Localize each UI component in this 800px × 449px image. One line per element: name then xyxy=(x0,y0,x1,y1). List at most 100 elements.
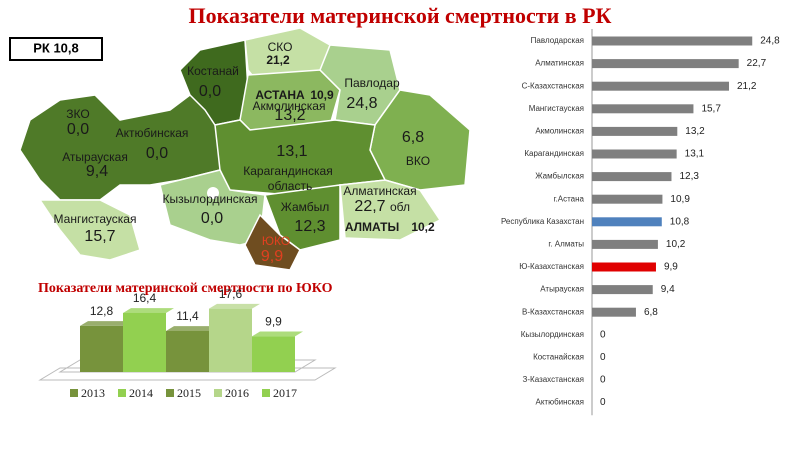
bar xyxy=(592,217,662,227)
slide-title: Показатели материнской смертности в РК xyxy=(188,3,611,28)
bar-top xyxy=(123,308,174,313)
y-tick-label: Акмолинская xyxy=(535,127,584,136)
region-value: 10,2 xyxy=(411,220,435,234)
data-label: 0 xyxy=(600,397,606,408)
bar-top xyxy=(80,321,131,326)
region-value: 22,7 xyxy=(354,198,385,215)
rk-label: РК 10,8 xyxy=(33,40,79,55)
region-suffix: обл xyxy=(390,200,410,214)
region-value: 6,8 xyxy=(402,129,424,146)
bar xyxy=(80,325,123,372)
data-label: 0 xyxy=(600,329,606,340)
y-tick-label: Костанайская xyxy=(533,353,584,362)
region-name: ВКО xyxy=(406,154,430,168)
bar xyxy=(592,126,678,136)
bar xyxy=(592,194,663,204)
legend-label: 2013 xyxy=(81,386,105,400)
y-tick-label: г. Алматы xyxy=(548,240,584,249)
region-name: СКО xyxy=(268,40,293,54)
data-label: 10,9 xyxy=(670,194,690,205)
legend-swatch xyxy=(262,389,270,397)
region-name: Актюбинская xyxy=(116,126,189,140)
legend-swatch xyxy=(166,389,174,397)
bar xyxy=(592,149,677,159)
data-label: 22,7 xyxy=(747,58,767,69)
bar xyxy=(252,336,295,372)
data-label: 0 xyxy=(600,352,606,363)
legend-swatch xyxy=(70,389,78,397)
region-name: АСТАНА xyxy=(255,88,305,102)
data-label: 15,7 xyxy=(701,103,721,114)
legend-label: 2016 xyxy=(225,386,249,400)
data-label: 9,9 xyxy=(265,315,282,329)
region-value: 0,0 xyxy=(67,121,89,138)
data-label: 12,3 xyxy=(679,171,699,182)
bar xyxy=(592,59,739,69)
y-tick-label: Атырауская xyxy=(540,285,584,294)
y-tick-label: Мангистауская xyxy=(529,104,584,113)
column-title: Показатели материнской смертности по ЮКО xyxy=(38,281,333,296)
y-tick-label: Ю-Казахстанская xyxy=(519,262,584,271)
bar xyxy=(592,104,694,114)
region-value: 0,0 xyxy=(201,210,223,227)
y-tick-label: Карагандинская xyxy=(524,149,584,158)
data-label: 12,8 xyxy=(90,304,114,318)
bar xyxy=(592,239,658,249)
region-name: АЛМАТЫ xyxy=(345,220,399,234)
data-label: 10,8 xyxy=(670,216,690,227)
region-name: Костанай xyxy=(187,64,239,78)
region-value: 0,0 xyxy=(146,145,168,162)
bar xyxy=(592,307,636,317)
y-tick-label: Алматинская xyxy=(535,59,584,68)
bar xyxy=(592,172,672,182)
region-name: Павлодар xyxy=(344,76,400,90)
chart-base xyxy=(38,367,337,381)
data-label: 11,4 xyxy=(176,309,199,323)
data-label: 10,2 xyxy=(666,239,686,250)
region-name: Кызылординская xyxy=(163,192,258,206)
region-name: Акмолинская xyxy=(253,99,326,113)
region-name: Алматинская xyxy=(343,184,416,198)
region-name: Атырауская xyxy=(62,150,128,164)
legend-swatch xyxy=(118,389,126,397)
data-label: 16,4 xyxy=(133,291,157,305)
region-zhambyl xyxy=(263,184,341,251)
region-suffix: область xyxy=(268,179,312,193)
region-name: Карагандинская xyxy=(243,164,332,178)
region-value: 13,1 xyxy=(276,143,307,160)
bar xyxy=(123,312,166,372)
rk-box xyxy=(9,37,103,61)
y-tick-label: Республика Казахстан xyxy=(501,217,584,226)
region-value: 15,7 xyxy=(84,228,115,245)
data-label: 24,8 xyxy=(760,36,780,47)
bar-top xyxy=(252,331,303,337)
region-value: 9,9 xyxy=(261,248,283,265)
region-name: Мангистауская xyxy=(54,212,137,226)
region-value: 0,0 xyxy=(199,83,221,100)
map-labels: СКО 21,2 Костанай 0,0 АСТАНА 10,9 Акмоли… xyxy=(54,40,435,265)
y-tick-label: З-Казахстанская xyxy=(523,375,584,384)
bar xyxy=(209,308,252,372)
region-almaty xyxy=(339,179,442,241)
bar xyxy=(592,262,656,272)
y-tick-label: Актюбинская xyxy=(535,398,584,407)
region-value: 10,9 xyxy=(310,88,334,102)
y-tick-label: Жамбылская xyxy=(535,172,584,181)
y-tick-label: г.Астана xyxy=(554,194,585,203)
data-label: 9,4 xyxy=(661,284,675,295)
region-value: 9,4 xyxy=(86,163,108,180)
region-name: Жамбыл xyxy=(281,200,330,214)
y-tick-label: Павлодарская xyxy=(531,36,584,45)
region-name: ЮКО xyxy=(262,234,290,248)
aral-sea xyxy=(207,187,219,199)
data-label: 17,6 xyxy=(219,287,243,301)
region-name: ЗКО xyxy=(66,107,89,121)
data-label: 9,9 xyxy=(664,262,678,273)
region-value: 21,2 xyxy=(266,53,290,67)
legend-swatch xyxy=(214,389,222,397)
bar xyxy=(592,36,753,46)
data-label: 0 xyxy=(600,375,606,386)
region-value: 12,3 xyxy=(294,218,325,235)
data-label: 13,2 xyxy=(685,126,705,137)
